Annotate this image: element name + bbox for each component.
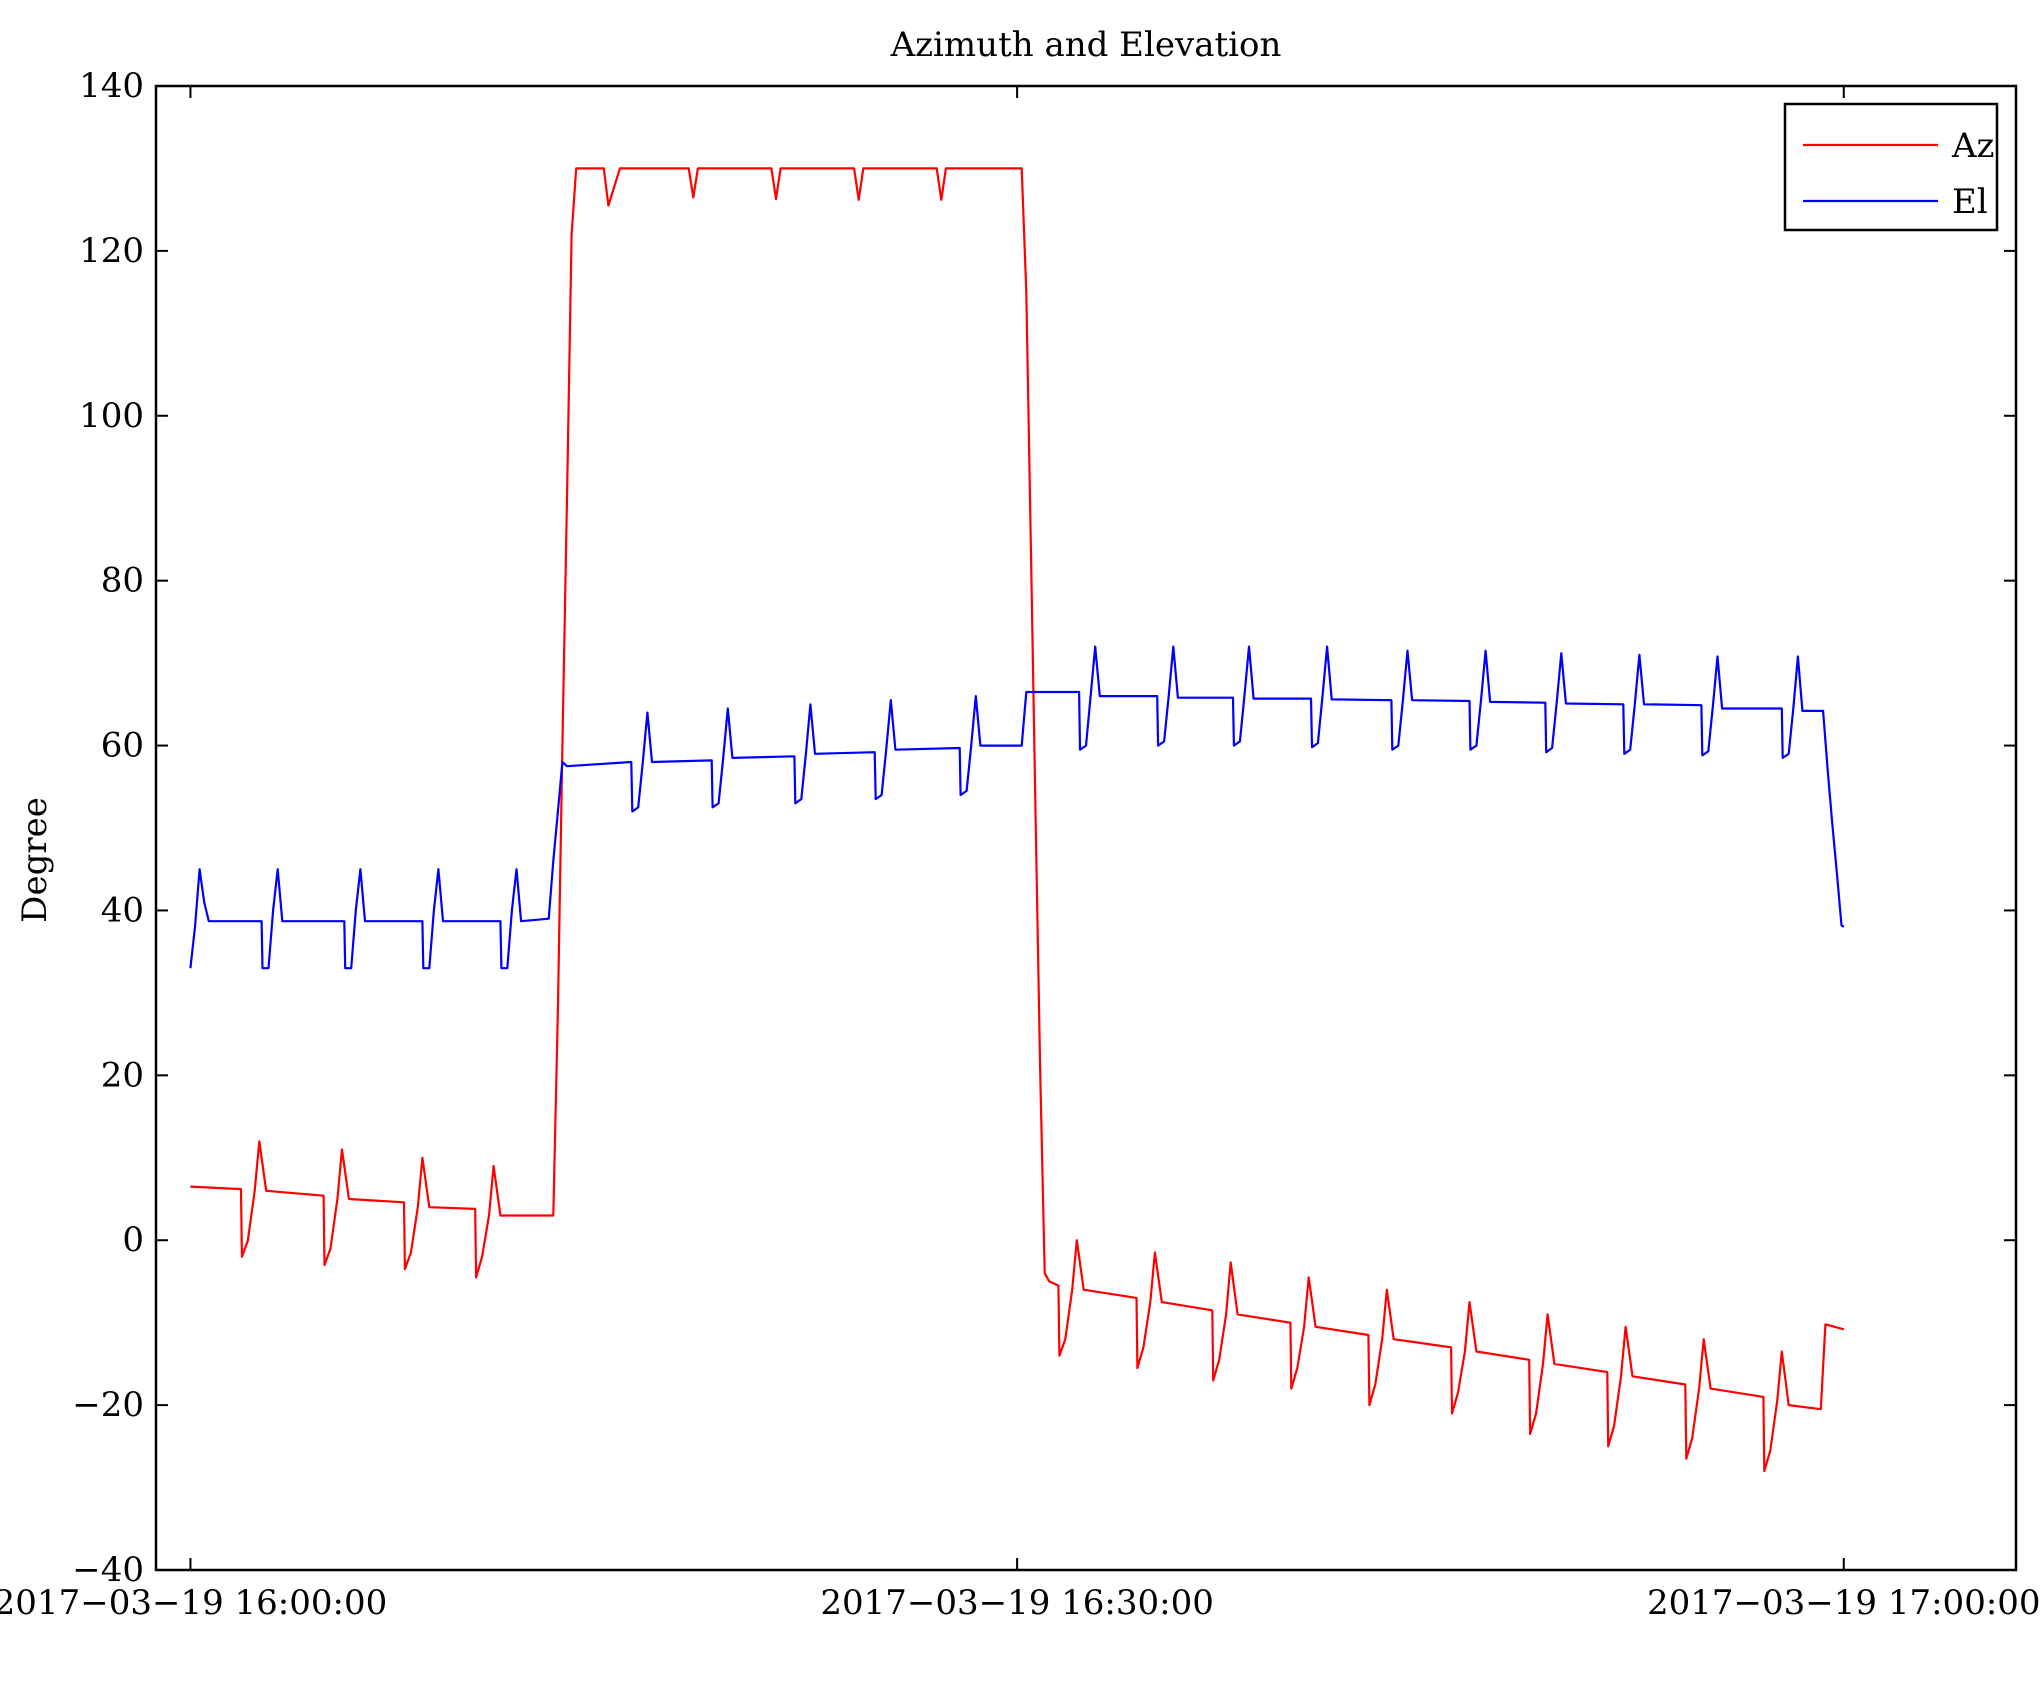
- x-tick-label: 2017−03−19 17:00:00: [1647, 1583, 2041, 1623]
- x-tick-label: 2017−03−19 16:30:00: [820, 1583, 1214, 1623]
- y-tick-label: 120: [79, 231, 144, 271]
- series-layer: [189, 167, 1845, 1473]
- y-axis: −40 −20 0 20 40 60 80 100 120 140: [72, 66, 2016, 1590]
- y-tick-label: 40: [101, 890, 144, 930]
- series-line-az: [190, 167, 1845, 1473]
- y-tick-label: −20: [72, 1385, 144, 1425]
- y-tick-label: 100: [79, 396, 144, 436]
- legend-label-el: El: [1952, 182, 1988, 222]
- series-line-el: [189, 645, 1845, 970]
- x-tick-label: 2017−03−19 16:00:00: [0, 1583, 387, 1623]
- y-tick-label: 60: [101, 726, 144, 766]
- y-tick-label: 20: [101, 1055, 144, 1095]
- y-tick-label: −40: [72, 1550, 144, 1590]
- chart-title: Azimuth and Elevation: [890, 25, 1282, 65]
- legend: Az El: [1783, 102, 1999, 232]
- x-axis: 2017−03−19 16:00:00 2017−03−19 16:30:00 20…: [0, 86, 2041, 1623]
- plot-area: [154, 84, 2018, 1572]
- legend-box: [1783, 102, 1999, 232]
- y-tick-label: 80: [101, 561, 144, 601]
- y-tick-label: 140: [79, 66, 144, 106]
- legend-label-az: Az: [1951, 126, 1994, 166]
- y-axis-label: Degree: [15, 797, 55, 923]
- y-tick-label: 0: [122, 1220, 144, 1260]
